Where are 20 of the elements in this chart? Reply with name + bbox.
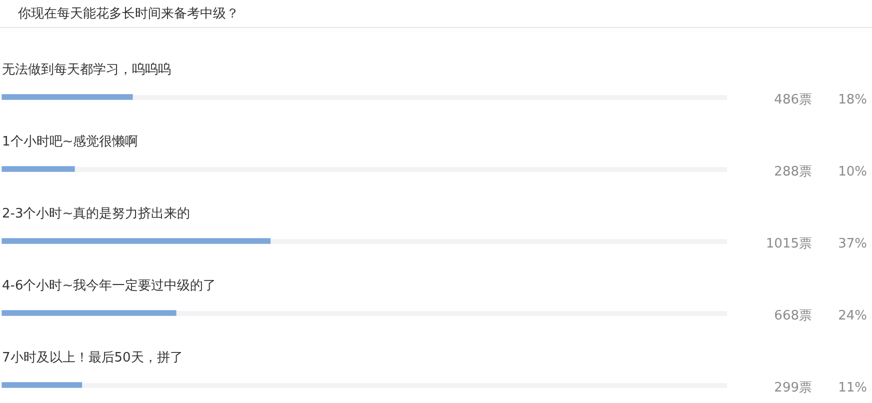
bar	[2, 310, 176, 316]
data-label: 11%	[838, 380, 867, 396]
text: 1015票	[766, 236, 812, 252]
data-label: 10%	[838, 164, 867, 180]
text: 288票	[774, 164, 812, 180]
y-tick-label: 1个小时吧~感觉很懒啊	[2, 134, 138, 150]
y-tick-label: 4-6个小时~我今年一定要过中级的了	[2, 278, 216, 294]
text: 668票	[774, 308, 812, 324]
y-tick-label: 无法做到每天都学习，呜呜呜	[2, 62, 171, 78]
data-label: 18%	[838, 92, 867, 108]
data-label: 37%	[838, 236, 867, 252]
text: 486票	[774, 92, 812, 108]
y-tick-label: 7小时及以上！最后50天，拼了	[2, 350, 183, 366]
chart-title: 你现在每天能花多长时间来备考中级？	[17, 6, 239, 22]
text: 299票	[774, 380, 812, 396]
bar	[2, 166, 75, 172]
bar	[2, 94, 133, 100]
bar	[2, 382, 82, 388]
data-label: 24%	[838, 308, 867, 324]
y-tick-label: 2-3个小时~真的是努力挤出来的	[2, 206, 190, 222]
